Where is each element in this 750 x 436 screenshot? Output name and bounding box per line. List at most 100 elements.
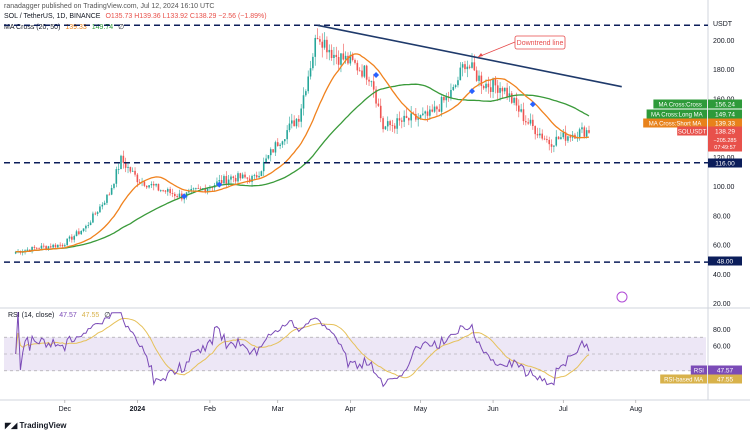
price-tag-label-bg xyxy=(646,109,707,119)
x-tick-label: Jun xyxy=(487,406,498,413)
candle-body xyxy=(241,174,244,179)
candle-body xyxy=(424,111,426,114)
candle-body xyxy=(47,246,50,249)
ma-cross-marker xyxy=(373,72,380,78)
candle-body xyxy=(529,119,532,124)
y-tick-label: 200.00 xyxy=(713,38,735,45)
candle-body xyxy=(171,193,174,194)
candle-body xyxy=(335,54,338,57)
candle-body xyxy=(457,80,459,86)
candle-body xyxy=(288,123,291,131)
candle-body xyxy=(461,64,464,68)
candle-body xyxy=(351,54,354,60)
candle-body xyxy=(246,177,249,179)
candle-body xyxy=(333,54,335,58)
candle-body xyxy=(218,180,221,182)
candle-body xyxy=(368,79,370,82)
candle-body xyxy=(578,129,581,137)
candle-body xyxy=(244,174,246,178)
candle-body xyxy=(50,246,52,248)
candle-body xyxy=(164,190,167,192)
candle-body xyxy=(82,228,85,232)
candle-body xyxy=(429,109,431,116)
candle-body xyxy=(202,188,204,189)
candle-body xyxy=(78,231,80,235)
candle-body xyxy=(489,87,492,92)
candle-body xyxy=(553,145,555,147)
rsi-tag-bg xyxy=(708,365,742,375)
candle-body xyxy=(536,134,539,136)
candle-body xyxy=(386,121,389,127)
candle-body xyxy=(328,49,331,53)
candle-body xyxy=(223,176,225,184)
candle-body xyxy=(167,189,169,192)
candle-body xyxy=(14,251,17,254)
candle-body xyxy=(75,231,78,237)
price-tag-label: MA Cross:Long MA xyxy=(651,113,703,119)
ma-legend: MA Cross (20, 50) 139.33 149.74 ∅ xyxy=(4,23,127,31)
candle-body xyxy=(494,78,497,86)
candle-body xyxy=(583,127,586,137)
candle-body xyxy=(440,97,443,112)
y-tick-label: 60.00 xyxy=(713,243,731,250)
candle-body xyxy=(295,118,298,127)
candle-body xyxy=(99,206,101,213)
candle-body xyxy=(410,113,412,121)
candle-body xyxy=(178,193,181,198)
candle-body xyxy=(302,95,305,109)
candle-body xyxy=(562,132,565,138)
candle-body xyxy=(401,120,403,122)
candle-body xyxy=(113,183,115,188)
candle-body xyxy=(525,121,527,123)
candle-body xyxy=(372,81,375,90)
candle-body xyxy=(211,187,214,189)
candle-body xyxy=(108,194,111,196)
alert-icon[interactable] xyxy=(616,291,628,303)
candle-body xyxy=(258,176,260,178)
candle-body xyxy=(134,170,136,175)
ma-cross-marker xyxy=(216,181,223,188)
candle-body xyxy=(169,189,171,194)
candle-body xyxy=(312,56,314,69)
rsi-label[interactable]: RSI (14, close) xyxy=(8,312,55,319)
candle-body xyxy=(68,236,71,239)
candle-body xyxy=(560,137,562,140)
candle-body xyxy=(216,181,218,186)
x-tick-label: May xyxy=(414,406,428,413)
candle-body xyxy=(501,87,504,92)
ma-cross-label[interactable]: MA Cross (20, 50) xyxy=(4,24,61,31)
price-tag-value: 149.74 xyxy=(715,112,735,119)
price-tag-bg xyxy=(708,99,742,109)
rsi-tag-value: 47.57 xyxy=(717,368,734,375)
symbol-title[interactable]: SOL / TetherUS, 1D, BINANCE xyxy=(4,13,101,20)
price-tag-sub: −205.285 xyxy=(713,138,736,144)
candle-body xyxy=(522,109,525,122)
candle-body xyxy=(532,119,534,127)
candle-body xyxy=(480,75,483,87)
candle-body xyxy=(321,41,324,48)
candle-body xyxy=(148,185,150,188)
candle-body xyxy=(248,178,251,182)
candle-body xyxy=(527,122,529,124)
candle-body xyxy=(85,225,87,229)
candle-body xyxy=(57,244,59,248)
candle-body xyxy=(417,118,419,120)
candle-body xyxy=(127,166,129,168)
candle-body xyxy=(539,133,541,136)
price-tag-bg xyxy=(708,126,742,136)
ma-cross-marker xyxy=(529,101,536,108)
candle-body xyxy=(80,231,83,235)
candle-body xyxy=(31,246,33,252)
candle-body xyxy=(391,125,394,126)
price-tag-label-bg xyxy=(653,99,707,109)
candle-body xyxy=(422,113,424,116)
candle-body xyxy=(454,85,457,87)
candle-body xyxy=(510,93,513,103)
candle-body xyxy=(370,81,373,83)
candle-body xyxy=(155,183,157,186)
candle-body xyxy=(237,173,239,182)
ma-long-line xyxy=(15,83,590,253)
price-tag-label: MA Cross:Cross xyxy=(659,103,702,109)
candle-body xyxy=(337,56,340,65)
